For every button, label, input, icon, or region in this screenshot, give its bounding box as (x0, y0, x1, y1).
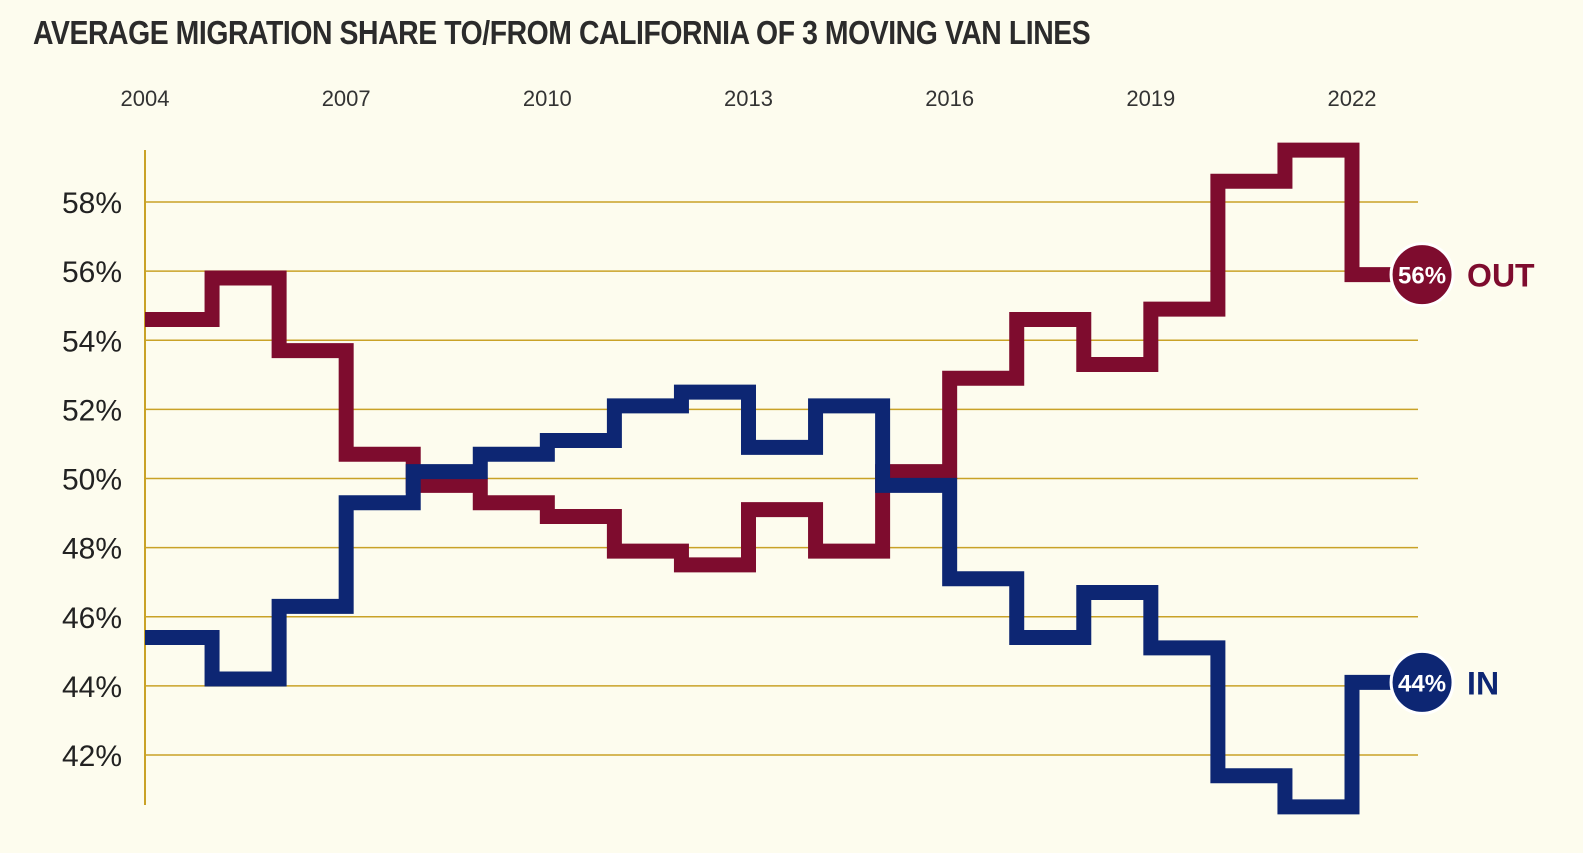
end-badge-out: 56% OUT (1389, 242, 1535, 308)
end-badge-circle (1389, 649, 1455, 715)
series-name-out: OUT (1467, 258, 1535, 294)
y-tick-label: 48% (62, 533, 122, 566)
chart-title: AVERAGE MIGRATION SHARE TO/FROM CALIFORN… (33, 14, 1091, 51)
x-axis-ticks: 2004 2007 2010 2013 2016 2019 2022 (121, 86, 1377, 111)
x-tick-label: 2004 (121, 86, 170, 111)
y-tick-label: 54% (62, 325, 122, 358)
y-tick-label: 42% (62, 740, 122, 773)
end-value-label: 44% (1398, 670, 1446, 697)
x-tick-label: 2019 (1126, 86, 1175, 111)
y-tick-label: 58% (62, 187, 122, 220)
end-badge-in: 44% IN (1389, 649, 1499, 715)
series-name-in: IN (1467, 665, 1499, 701)
series-lines (145, 142, 1420, 815)
x-tick-label: 2010 (523, 86, 572, 111)
x-tick-label: 2013 (724, 86, 773, 111)
gridlines (145, 201, 1418, 756)
series-line-out (145, 142, 1420, 573)
x-tick-label: 2007 (322, 86, 371, 111)
x-tick-label: 2016 (925, 86, 974, 111)
y-tick-label: 50% (62, 464, 122, 497)
series-end-labels: 56% OUT 44% IN (1389, 242, 1535, 715)
y-tick-label: 56% (62, 256, 122, 289)
y-tick-label: 52% (62, 394, 122, 427)
y-axis-ticks: 42% 44% 46% 48% 50% 52% 54% 56% 58% (62, 187, 122, 773)
series-line-in (145, 384, 1420, 815)
y-tick-label: 44% (62, 671, 122, 704)
end-badge-circle (1389, 242, 1455, 308)
y-tick-label: 46% (62, 602, 122, 635)
end-value-label: 56% (1398, 263, 1446, 290)
x-tick-label: 2022 (1328, 86, 1377, 111)
